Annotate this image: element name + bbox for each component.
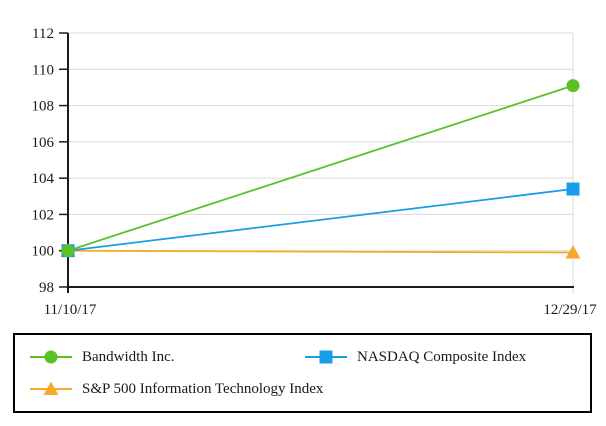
svg-text:104: 104 xyxy=(32,171,55,187)
legend-label-bandwidth: Bandwidth Inc. xyxy=(82,348,175,365)
svg-text:108: 108 xyxy=(32,99,55,115)
legend-item-sp500it: S&P 500 Information Technology Index xyxy=(30,380,323,398)
series-1 xyxy=(61,79,580,258)
legend-item-nasdaq: NASDAQ Composite Index xyxy=(305,348,526,366)
svg-text:110: 110 xyxy=(32,62,54,78)
sp500it-series-marker-icon xyxy=(30,381,72,395)
svg-text:112: 112 xyxy=(32,26,54,42)
svg-text:11/10/17: 11/10/17 xyxy=(44,302,97,318)
legend-label-nasdaq: NASDAQ Composite Index xyxy=(357,348,527,365)
axes xyxy=(67,33,574,293)
x-axis-labels: 11/10/17 12/29/17 xyxy=(44,302,598,318)
gridlines xyxy=(68,32,574,294)
legend-item-bandwidth: Bandwidth Inc. xyxy=(30,348,174,366)
svg-text:100: 100 xyxy=(32,244,55,260)
chart-legend: Bandwidth Inc. NASDAQ Composite Index S&… xyxy=(13,333,592,413)
series-2 xyxy=(61,182,580,258)
legend-label-sp500it: S&P 500 Information Technology Index xyxy=(82,380,324,397)
bandwidth-series-marker-icon xyxy=(30,350,72,364)
svg-text:98: 98 xyxy=(39,280,54,296)
performance-line-chart: 98 100 102 104 106 108 110 112 11/10/17 12/29/17 xyxy=(32,26,598,318)
svg-text:12/29/17: 12/29/17 xyxy=(543,302,597,318)
legend-row: Bandwidth Inc. NASDAQ Composite Index xyxy=(15,348,590,366)
svg-text:106: 106 xyxy=(32,135,55,151)
legend-row: S&P 500 Information Technology Index xyxy=(15,380,590,398)
svg-text:102: 102 xyxy=(32,207,55,223)
nasdaq-series-marker-icon xyxy=(305,350,347,364)
y-axis-labels: 98 100 102 104 106 108 110 112 xyxy=(32,26,68,296)
stock-performance-figure: 98 100 102 104 106 108 110 112 11/10/17 12/29/17 xyxy=(32,26,598,318)
